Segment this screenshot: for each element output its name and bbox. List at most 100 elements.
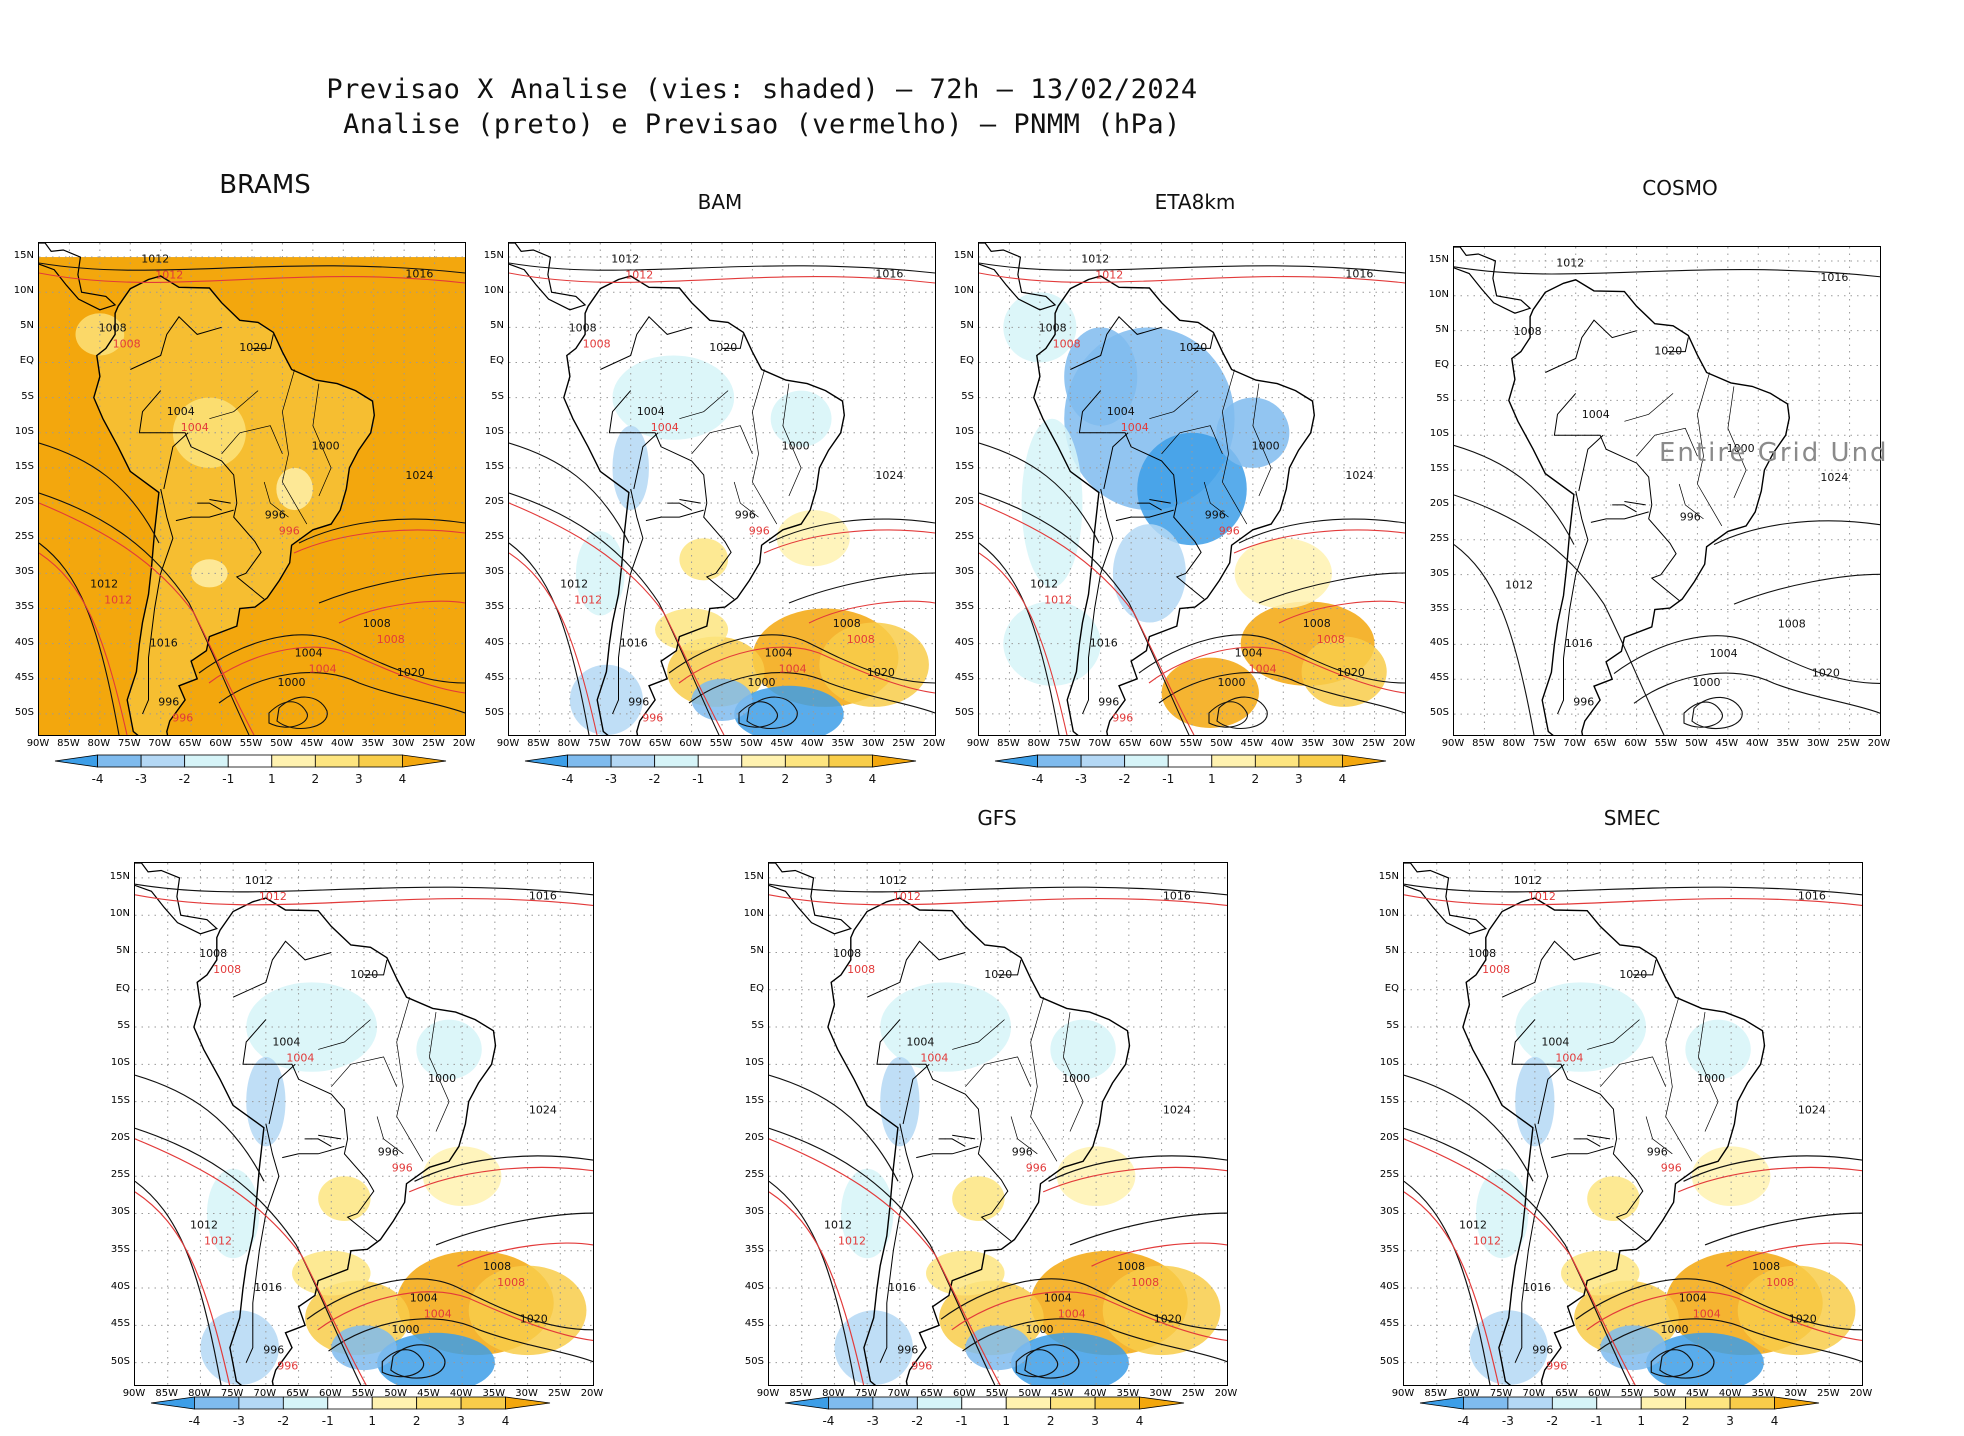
lat-label: 15S — [744, 1094, 764, 1106]
lat-label: 25S — [1429, 532, 1449, 544]
lat-label: 30S — [14, 566, 34, 578]
colorbar-swatch — [358, 754, 403, 768]
lon-label: 75W — [117, 738, 141, 749]
lat-label: 50S — [954, 706, 974, 718]
lon-label: 60W — [1149, 738, 1172, 749]
map-panel-cosmo: 1012 1016 1008 1020 1004 1000 996 1024 1012 1016 1… — [1453, 246, 1881, 736]
lat-label: 20S — [954, 496, 974, 508]
lat-label: 5N — [1435, 323, 1449, 335]
panel-title-brams: BRAMS — [219, 170, 311, 200]
lat-label: 40S — [744, 1281, 764, 1293]
contour-label: 996 — [392, 1161, 413, 1174]
contour-label: 1024 — [1820, 471, 1848, 484]
colorbar-tick-label: 1 — [1002, 1414, 1011, 1428]
contour-label: 1008 — [99, 322, 127, 335]
map-svg-smec: 1012 1012 1016 1008 1008 1020 1004 1004 1000 996 9… — [1404, 863, 1862, 1385]
contour-label: 1008 — [1778, 618, 1806, 631]
contour-label: 1016 — [1798, 890, 1826, 903]
coastline — [1508, 279, 1791, 735]
contour-label: 1016 — [875, 267, 903, 280]
colorbar-swatch — [150, 1396, 195, 1410]
lon-label: 80W — [1457, 1388, 1480, 1399]
lon-label: 90W — [966, 738, 990, 749]
colorbar-swatch — [1254, 754, 1300, 768]
colorbar-swatch — [1774, 1396, 1820, 1410]
lon-label: 25W — [892, 738, 915, 749]
bias-blob — [1003, 292, 1077, 363]
contour-label: 1020 — [520, 1312, 548, 1325]
colorbar-tick-label: 4 — [1338, 772, 1347, 786]
contour-label: 1000 — [312, 440, 340, 453]
panel-title-smec: SMEC — [1603, 806, 1661, 830]
colorbar-tick-label: -1 — [1162, 772, 1175, 786]
lon-label: 30W — [391, 738, 415, 749]
lon-label: 25W — [1816, 1388, 1840, 1399]
bias-blob — [1234, 538, 1332, 609]
contour-label: 1012 — [574, 593, 602, 606]
colorbar-swatch — [828, 754, 873, 768]
map-panel-smec: 1012 1012 1016 1008 1008 1020 1004 1004 1000 996 9… — [1403, 862, 1863, 1386]
map-panel-eta8km: 1012 1012 1016 1008 1008 1020 1004 1004 1000 996 9… — [978, 242, 1406, 736]
lat-label: 45S — [744, 1318, 764, 1330]
colorbar-swatch — [1729, 1396, 1775, 1410]
contour-label: 1000 — [391, 1323, 419, 1336]
bias-blob — [331, 1325, 397, 1371]
bias-blob — [612, 355, 735, 440]
contour-label: 1004 — [1235, 646, 1263, 659]
contour-label: 1008 — [113, 338, 141, 351]
lon-label: 25W — [1362, 738, 1385, 749]
coastline — [93, 275, 376, 735]
contour-label: 996 — [1112, 711, 1133, 724]
lat-label: 5N — [490, 320, 504, 332]
lat-label: 20S — [744, 1131, 764, 1143]
contour-label: 1012 — [893, 890, 921, 903]
contour-label: 1016 — [254, 1281, 282, 1294]
lon-label: 70W — [253, 1388, 277, 1399]
lon-label: 65W — [648, 738, 672, 749]
contour-label: 1004 — [1693, 1307, 1721, 1320]
lon-label: 40W — [800, 738, 824, 749]
panel-title-gfs: GFS — [977, 806, 1017, 830]
map-svg-cosmo: 1012 1016 1008 1020 1004 1000 996 1024 1012 1016 1… — [1454, 247, 1880, 735]
lon-label: 55W — [1620, 1388, 1644, 1399]
lat-label: 50S — [1429, 707, 1449, 719]
lat-label: 5S — [21, 390, 34, 402]
contour-label: 1012 — [1095, 269, 1123, 282]
contour-label: 1016 — [888, 1281, 916, 1294]
lon-label: 40W — [1270, 738, 1294, 749]
contour-label: 1004 — [1679, 1291, 1707, 1304]
bias-blob — [1587, 1176, 1640, 1221]
colorbar-tick-label: 2 — [781, 772, 790, 786]
bias-blob — [1646, 1332, 1764, 1385]
lon-label: 20W — [452, 738, 476, 749]
colorbar-tick-label: -2 — [911, 1414, 924, 1428]
lon-label: 40W — [1745, 738, 1769, 749]
contour-label: 1004 — [272, 1036, 300, 1049]
contour-label: 1000 — [1252, 440, 1280, 453]
panel-title-bam: BAM — [697, 190, 743, 214]
colorbar-tick-label: 4 — [868, 772, 877, 786]
colorbar-swatch — [828, 1396, 874, 1410]
lon-label: 85W — [155, 1388, 179, 1399]
contour-label: 1012 — [259, 890, 287, 903]
contour-label: 1008 — [199, 947, 227, 960]
lat-label: 5S — [491, 390, 504, 402]
colorbar-swatch — [567, 754, 612, 768]
contour-label: 1000 — [1025, 1323, 1053, 1336]
colorbar-swatch — [1037, 754, 1082, 768]
contour-label: 996 — [1647, 1145, 1668, 1158]
contour-label: 1024 — [1345, 469, 1373, 482]
colorbar-tick-label: 1 — [267, 772, 276, 786]
lat-label: 25S — [744, 1169, 764, 1181]
contour-label: 996 — [1026, 1161, 1047, 1174]
contour-label: 1020 — [1654, 344, 1682, 357]
contour-label: 996 — [378, 1145, 399, 1158]
colorbar-gfs — [784, 1396, 1186, 1412]
lon-label: 70W — [887, 1388, 911, 1399]
lon-label: 75W — [1532, 738, 1556, 749]
lon-label: 40W — [1718, 1388, 1742, 1399]
lon-label: 85W — [1424, 1388, 1448, 1399]
lat-label: 10N — [13, 285, 34, 297]
contour-label: 1004 — [309, 662, 337, 675]
